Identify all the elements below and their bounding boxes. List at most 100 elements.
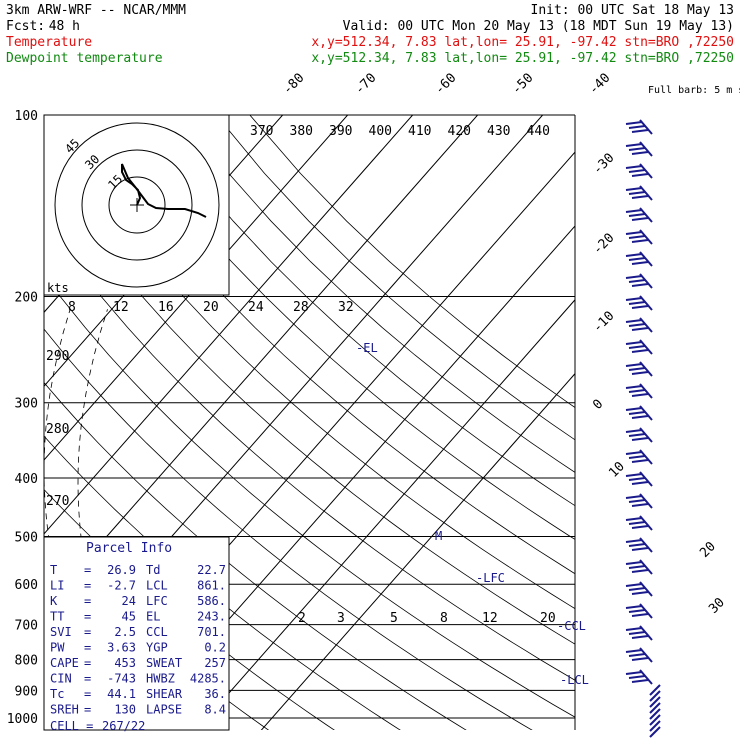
wind-barb-flag (628, 565, 646, 569)
dry-adiabat (182, 115, 575, 473)
dry-adiabat (47, 115, 575, 610)
wind-barb-flag (625, 143, 643, 147)
parcel-label-svi: SVI (50, 625, 72, 639)
theta-label-420: 420 (448, 124, 471, 139)
pressure-tick-800: 800 (15, 654, 38, 669)
wind-barb-flag (628, 411, 646, 415)
parcel-eq: = (84, 610, 91, 624)
parcel-title: Parcel Info (86, 541, 172, 556)
parcel-label-k: K (50, 594, 58, 608)
wind-barb-flag (625, 209, 643, 213)
isotherm (44, 115, 349, 461)
parcel-eq: = (84, 656, 91, 670)
dry-adiabat (44, 274, 575, 718)
parcel-value-lapse: 8.4 (204, 703, 226, 717)
theta-e-label-290: 290 (46, 349, 69, 364)
parcel-label-hwbz: HWBZ (146, 672, 175, 686)
temp-tick--30: -30 (590, 151, 617, 178)
speed-tick-28: 28 (293, 300, 309, 315)
wind-barb-flag (628, 477, 646, 481)
fcst-label: Fcst: (6, 19, 45, 34)
pressure-tick-200: 200 (15, 291, 38, 306)
temp-tick--20: -20 (590, 231, 617, 258)
speed-tick-12: 12 (113, 300, 129, 315)
wind-barb-low (649, 726, 661, 738)
parcel-value-cin: -743 (107, 672, 136, 686)
wind-barb-flag (631, 371, 649, 375)
parcel-value-pw: 3.63 (107, 641, 136, 655)
parcel-label-lfc: LFC (146, 594, 168, 608)
parcel-value-ygp: 0.2 (204, 641, 226, 655)
theta-label-370: 370 (250, 124, 273, 139)
wind-barb-flag (631, 459, 649, 463)
parcel-value-tt: 45 (122, 610, 136, 624)
parcel-eq: = (84, 563, 91, 577)
dry-adiabat (44, 381, 467, 730)
theta-label-440: 440 (527, 124, 550, 139)
isotherm (0, 115, 23, 731)
hodograph-ring-45 (54, 122, 220, 288)
wind-barb-flag (628, 235, 646, 239)
parcel-eq: = (84, 579, 91, 593)
parcel-eq: = (84, 625, 91, 639)
wind-barb-flag (628, 631, 646, 635)
dry-adiabat (44, 219, 575, 681)
parcel-value-lfc: 586. (197, 594, 226, 608)
parcel-label-el: EL (146, 610, 160, 624)
parcel-label-li: LI (50, 579, 64, 593)
cell-value: 267/22 (102, 719, 145, 733)
parcel-frame (43, 536, 230, 731)
wind-barb-flag (625, 187, 643, 191)
parcel-eq: = (84, 641, 91, 655)
parcel-label-ccl: CCL (146, 625, 168, 639)
temp-tick--40: -40 (586, 71, 613, 98)
annotation-ccl: -CCL (557, 619, 586, 633)
legend-temperature: Temperature (6, 35, 92, 50)
parcel-label-cin: CIN (50, 672, 72, 686)
wind-barb-flag (628, 543, 646, 547)
temp-tick--10: -10 (590, 309, 617, 336)
temp-tick--70: -70 (352, 71, 379, 98)
wind-barb-low (649, 708, 661, 720)
wind-barb-flag (631, 437, 649, 441)
parcel-info-panel: Parcel Info T = 26.9 Td 22.7 LI = -2.7 LCL 861. K =… (43, 536, 230, 733)
moist-adiabat (0, 309, 1, 731)
wind-barb-flag (628, 213, 646, 217)
wind-barb-flag (628, 367, 646, 371)
dry-adiabat (0, 115, 6, 731)
dry-adiabat (44, 163, 575, 645)
wind-barb-flag (628, 499, 646, 503)
wind-barb-low (649, 702, 661, 714)
valid-time: Valid: 00 UTC Mon 20 May 13 (18 MDT Sun … (343, 19, 734, 34)
parcel-label-tt: TT (50, 610, 64, 624)
wind-barb-flag (631, 569, 649, 573)
isotherm (44, 115, 479, 609)
parcel-label-lapse: LAPSE (146, 703, 182, 717)
wind-barb-flag (631, 239, 649, 243)
parcel-value-lcl: 861. (197, 579, 226, 593)
parcel-label-ygp: YGP (146, 641, 168, 655)
wind-barb-flag (631, 679, 649, 683)
isotherm (195, 299, 575, 730)
wind-barb-flag (625, 539, 643, 543)
annotation-m: M (435, 529, 442, 543)
speed-tick-16: 16 (158, 300, 174, 315)
parcel-value-el: 243. (197, 610, 226, 624)
parcel-label-sweat: SWEAT (146, 656, 182, 670)
wind-barb-flag (625, 253, 643, 257)
parcel-label-tc: Tc (50, 687, 64, 701)
wind-barb-flag (625, 275, 643, 279)
wind-barb-flag (625, 407, 643, 411)
temp-tick-30: 30 (706, 595, 728, 617)
pressure-tick-1000: 1000 (7, 712, 38, 727)
wind-barb-flag (625, 451, 643, 455)
wind-barb-flag (628, 147, 646, 151)
hodograph-trace (121, 163, 207, 218)
wind-barb-low (649, 690, 661, 702)
parcel-value-cape: 453 (114, 656, 136, 670)
parcel-value-li: -2.7 (107, 579, 136, 593)
wind-barbs: Full barb: 5 m s⁻¹ (625, 85, 740, 738)
wind-barb-flag (631, 283, 649, 287)
hodograph: 15 30 45 kts (43, 114, 230, 296)
